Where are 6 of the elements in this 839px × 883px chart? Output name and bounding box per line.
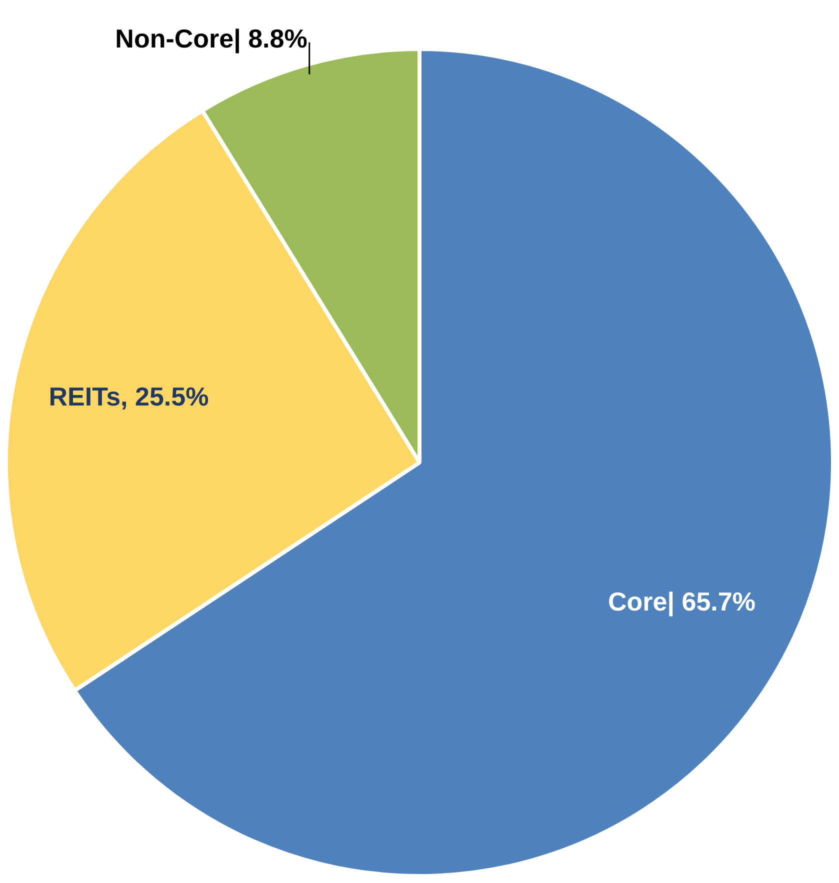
data-label: | 8.8% (234, 23, 308, 54)
slice-label: Core (608, 586, 668, 617)
slice-label: Non-Core (115, 23, 234, 54)
data-label: | 65.7% (667, 586, 756, 617)
data-label: , 25.5% (120, 382, 209, 412)
slice-label: REITs (48, 382, 121, 412)
